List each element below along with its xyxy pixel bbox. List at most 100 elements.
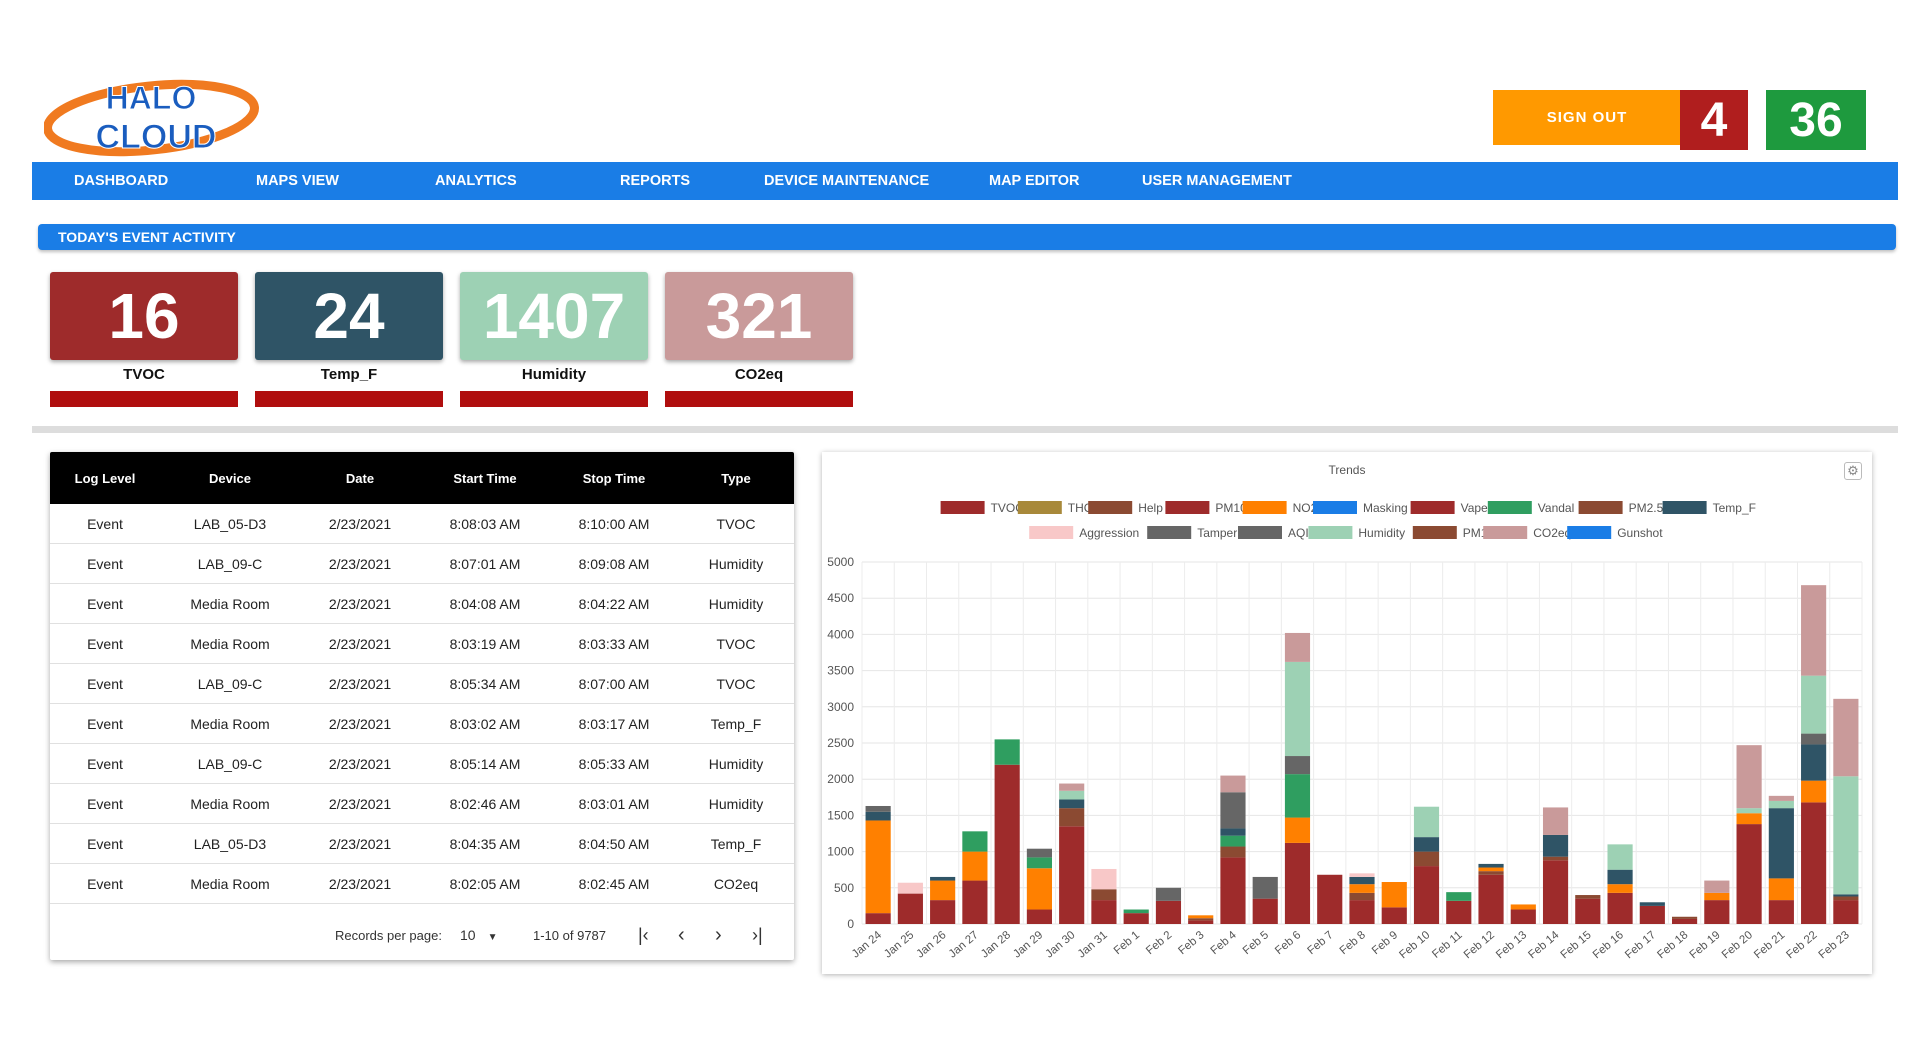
x-tick-label: Feb 11 bbox=[1430, 929, 1464, 961]
alert-count-badge[interactable]: 4 bbox=[1680, 90, 1748, 150]
last-page-icon[interactable]: ›| bbox=[752, 924, 763, 945]
table-row[interactable]: Event LAB_05-D3 2/23/2021 8:08:03 AM 8:10:00… bbox=[50, 504, 794, 544]
legend-label: NO2 bbox=[1293, 501, 1318, 515]
sign-out-button[interactable]: SIGN OUT bbox=[1493, 90, 1681, 145]
table-row[interactable]: Event LAB_05-D3 2/23/2021 8:04:35 AM 8:04:50… bbox=[50, 824, 794, 864]
cell-device: Media Room bbox=[190, 795, 270, 812]
y-tick-label: 0 bbox=[847, 917, 854, 931]
nav-analytics[interactable]: ANALYTICS bbox=[435, 173, 517, 189]
prev-page-icon[interactable]: ‹ bbox=[678, 923, 685, 946]
table-row[interactable]: Event Media Room 2/23/2021 8:03:02 AM 8:03:1… bbox=[50, 704, 794, 744]
tile-humidity-value[interactable]: 1407 bbox=[460, 272, 648, 360]
records-per-page-label: Records per page: bbox=[335, 927, 442, 943]
table-row[interactable]: Event Media Room 2/23/2021 8:03:19 AM 8:03:3… bbox=[50, 624, 794, 664]
table-row[interactable]: Event Media Room 2/23/2021 8:04:08 AM 8:04:2… bbox=[50, 584, 794, 624]
cell-log-level: Event bbox=[87, 715, 123, 732]
nav-device-maintenance[interactable]: DEVICE MAINTENANCE bbox=[764, 173, 930, 189]
tile-humidity-label: Humidity bbox=[521, 366, 587, 383]
x-tick-label: Feb 16 bbox=[1591, 929, 1626, 961]
tile-tvoc-value[interactable]: 16 bbox=[50, 272, 238, 360]
cell-log-level: Event bbox=[87, 755, 123, 772]
x-tick-label: Feb 6 bbox=[1273, 929, 1303, 957]
nav-maps-view[interactable]: MAPS VIEW bbox=[256, 173, 339, 189]
bar-segment bbox=[1833, 900, 1859, 924]
table-row[interactable]: Event LAB_09-C 2/23/2021 8:07:01 AM 8:09:08 … bbox=[50, 544, 794, 584]
x-tick-label: Jan 30 bbox=[1043, 929, 1077, 960]
bar-segment bbox=[1284, 632, 1311, 662]
col-log-level[interactable]: Log Level bbox=[74, 470, 136, 486]
bar-segment bbox=[930, 900, 956, 924]
bar-segment bbox=[1284, 661, 1311, 757]
bar-segment bbox=[1349, 900, 1375, 924]
bar-segment bbox=[1768, 800, 1794, 809]
table-header: Log Level Device Date Start Time Stop Ti… bbox=[50, 452, 794, 504]
cell-start-time: 8:08:03 AM bbox=[449, 515, 521, 532]
col-device[interactable]: Device bbox=[209, 470, 251, 486]
bar-segment bbox=[865, 820, 891, 914]
online-count-badge[interactable]: 36 bbox=[1766, 90, 1866, 150]
nav-map-editor[interactable]: MAP EDITOR bbox=[989, 173, 1080, 189]
first-page-icon[interactable]: |‹ bbox=[638, 924, 649, 945]
legend-swatch bbox=[1088, 501, 1133, 514]
table-row[interactable]: Event LAB_09-C 2/23/2021 8:05:34 AM 8:07:00 … bbox=[50, 664, 794, 704]
col-date[interactable]: Date bbox=[345, 470, 375, 486]
bar-segment bbox=[1607, 869, 1633, 885]
legend-label: PM10 bbox=[1215, 501, 1247, 515]
cell-stop-time: 8:02:45 AM bbox=[578, 875, 650, 892]
y-tick-label: 1000 bbox=[827, 845, 854, 859]
bar-segment bbox=[1381, 882, 1407, 908]
col-stop-time[interactable]: Stop Time bbox=[582, 470, 646, 486]
cell-date: 2/23/2021 bbox=[328, 835, 392, 852]
bar-segment bbox=[1446, 892, 1472, 901]
legend-label: THC bbox=[1068, 501, 1093, 515]
bar-segment bbox=[1188, 920, 1214, 924]
bar-segment bbox=[1220, 846, 1246, 858]
bar-segment bbox=[1026, 868, 1052, 910]
bar-segment bbox=[897, 893, 923, 924]
nav-reports[interactable]: REPORTS bbox=[620, 173, 691, 189]
cell-type: Humidity bbox=[708, 755, 764, 772]
tile-temp-value[interactable]: 24 bbox=[255, 272, 443, 360]
bar-segment bbox=[865, 805, 891, 812]
bar-segment bbox=[1026, 909, 1052, 924]
legend-swatch bbox=[1313, 501, 1357, 514]
y-tick-label: 1500 bbox=[827, 808, 854, 822]
halo-cloud-logo[interactable]: HALO CLOUD bbox=[44, 76, 259, 160]
nav-user-management[interactable]: USER MANAGEMENT bbox=[1142, 173, 1292, 189]
cell-log-level: Event bbox=[87, 675, 123, 692]
cell-type: TVOC bbox=[716, 635, 756, 652]
next-page-icon[interactable]: › bbox=[715, 923, 722, 946]
cell-type: Humidity bbox=[708, 795, 764, 812]
tile-co2eq-value[interactable]: 321 bbox=[665, 272, 853, 360]
chart-title: Trends bbox=[1329, 463, 1366, 477]
y-tick-label: 2000 bbox=[827, 772, 854, 786]
legend-label: TVOC bbox=[991, 501, 1025, 515]
cell-device: LAB_09-C bbox=[197, 555, 263, 572]
cell-type: TVOC bbox=[716, 675, 756, 692]
bar-segment bbox=[1220, 857, 1246, 924]
main-nav: DASHBOARD MAPS VIEW ANALYTICS REPORTS DE… bbox=[32, 162, 1898, 200]
x-tick-label: Jan 29 bbox=[1011, 929, 1045, 960]
tile-tvoc-label: TVOC bbox=[123, 366, 165, 383]
bar-segment bbox=[1833, 776, 1859, 895]
tile-humidity-bar bbox=[460, 391, 648, 407]
records-per-page-select[interactable]: 10 ▼ bbox=[460, 927, 497, 943]
bar-segment bbox=[1575, 898, 1601, 924]
trends-chart-card: ⚙ Trends TVOC THC Help PM10 NO2 Masking Vape Van… bbox=[822, 452, 1872, 974]
x-tick-label: Jan 28 bbox=[979, 929, 1013, 960]
table-body: Event LAB_05-D3 2/23/2021 8:08:03 AM 8:10:00… bbox=[50, 504, 794, 904]
col-start-time[interactable]: Start Time bbox=[453, 470, 517, 486]
bar-segment bbox=[1252, 898, 1278, 924]
cell-type: Humidity bbox=[708, 555, 764, 572]
x-tick-label: Feb 10 bbox=[1397, 929, 1432, 961]
gear-icon[interactable]: ⚙ bbox=[1844, 462, 1862, 480]
bar-segment bbox=[1768, 808, 1794, 879]
table-row[interactable]: Event LAB_09-C 2/23/2021 8:05:14 AM 8:05:33 … bbox=[50, 744, 794, 784]
x-tick-label: Feb 5 bbox=[1241, 929, 1271, 957]
col-type[interactable]: Type bbox=[721, 470, 751, 486]
table-row[interactable]: Event Media Room 2/23/2021 8:02:46 AM 8:03:0… bbox=[50, 784, 794, 824]
bar-segment bbox=[1801, 780, 1827, 803]
table-row[interactable]: Event Media Room 2/23/2021 8:02:05 AM 8:02:4… bbox=[50, 864, 794, 904]
nav-dashboard[interactable]: DASHBOARD bbox=[74, 173, 169, 189]
